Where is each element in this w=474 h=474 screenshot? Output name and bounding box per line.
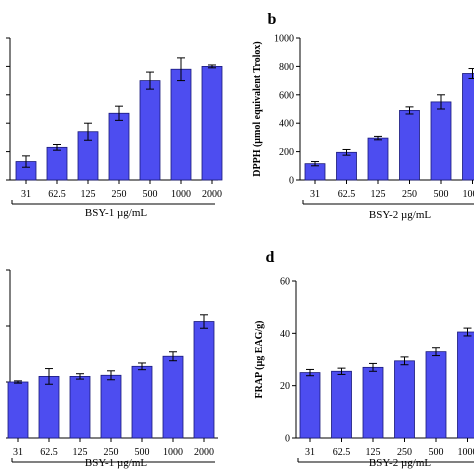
x-tick-label: 500 — [143, 189, 158, 200]
bar-62.5 — [38, 375, 60, 439]
x-tick-label: 1000 — [463, 189, 474, 200]
y-axis-label: DPPH (µmol equivalent Trolox) — [252, 41, 263, 176]
y-tick-label: 400 — [279, 119, 294, 130]
bar-1000 — [462, 73, 474, 181]
bar-2000 — [193, 321, 215, 439]
x-tick-label: 2000 — [202, 189, 222, 200]
x-tick-label: 500 — [434, 189, 449, 200]
y-axis-label: FRAP (µg EAG/g) — [254, 321, 265, 399]
x-tick-label: 31 — [310, 189, 320, 200]
bar-31 — [299, 372, 321, 439]
x-axis-label: BSY-1 µg/mL — [85, 457, 148, 469]
x-tick-label: 250 — [397, 447, 412, 458]
y-tick-label: 0 — [285, 434, 290, 445]
x-tick-label: 125 — [81, 189, 96, 200]
x-tick-label: 62.5 — [40, 447, 58, 458]
bar-62.5 — [336, 151, 357, 181]
y-tick-label: 1000 — [274, 34, 294, 45]
x-axis-label: BSY-1 µg/mL — [85, 207, 148, 219]
bar-125 — [69, 375, 91, 439]
x-tick-label: 500 — [135, 447, 150, 458]
x-tick-label: 250 — [112, 189, 127, 200]
bar-1000 — [457, 331, 474, 439]
panel-letter: d — [266, 249, 275, 266]
panel-letter: b — [268, 11, 277, 28]
bar-500 — [131, 365, 153, 439]
bar-2000 — [201, 66, 223, 181]
x-tick-label: 1000 — [458, 447, 474, 458]
x-tick-label: 31 — [21, 189, 31, 200]
x-tick-label: 125 — [73, 447, 88, 458]
x-axis-label: BSY-2 µg/mL — [369, 457, 432, 469]
x-tick-label: 62.5 — [338, 189, 356, 200]
bar-62.5 — [46, 146, 68, 181]
x-tick-label: 62.5 — [333, 447, 351, 458]
x-tick-label: 1000 — [171, 189, 191, 200]
panel-c: 31 62.5 125 250 500 1000 2000 BSY-1 µg/mL — [6, 269, 218, 469]
x-tick-label: 125 — [366, 447, 381, 458]
y-tick-label: 0 — [289, 176, 294, 187]
x-tick-label: 62.5 — [48, 189, 66, 200]
bar-250 — [394, 360, 415, 439]
panel-a: 31 62.5 125 250 500 1000 2000 BSY-1 µg/mL — [6, 37, 223, 219]
bar-125 — [362, 366, 384, 439]
bar-500 — [139, 80, 161, 181]
x-tick-label: 125 — [371, 189, 386, 200]
bar-1000 — [170, 68, 192, 181]
x-tick-label: 250 — [104, 447, 119, 458]
bar-125 — [367, 137, 389, 181]
bar-250 — [108, 112, 130, 181]
x-tick-label: 500 — [429, 447, 444, 458]
bar-250 — [399, 110, 420, 181]
bar-500 — [430, 101, 452, 181]
y-tick-label: 800 — [279, 62, 294, 73]
y-tick-label: 600 — [279, 90, 294, 101]
bar-62.5 — [331, 370, 352, 439]
bar-500 — [425, 351, 447, 439]
bar-31 — [7, 381, 29, 439]
y-tick-label: 60 — [280, 277, 290, 288]
bar-250 — [100, 374, 122, 439]
x-tick-label: 1000 — [163, 447, 183, 458]
x-tick-label: 250 — [402, 189, 417, 200]
x-tick-label: 31 — [305, 447, 315, 458]
x-tick-label: 2000 — [194, 447, 214, 458]
x-axis-label: BSY-2 µg/mL — [369, 209, 432, 221]
x-tick-label: 31 — [13, 447, 23, 458]
y-tick-label: 20 — [280, 381, 290, 392]
bar-1000 — [162, 355, 184, 439]
panel-d: 0 20 40 60 31 62.5 125 250 500 1000 BSY-2 µg/mL FRA… — [254, 249, 474, 469]
y-tick-label: 200 — [279, 147, 294, 158]
y-tick-label: 40 — [280, 329, 290, 340]
panel-b: 0 200 400 600 800 1000 31 62.5 125 250 500 1000 BSY-… — [252, 11, 474, 221]
